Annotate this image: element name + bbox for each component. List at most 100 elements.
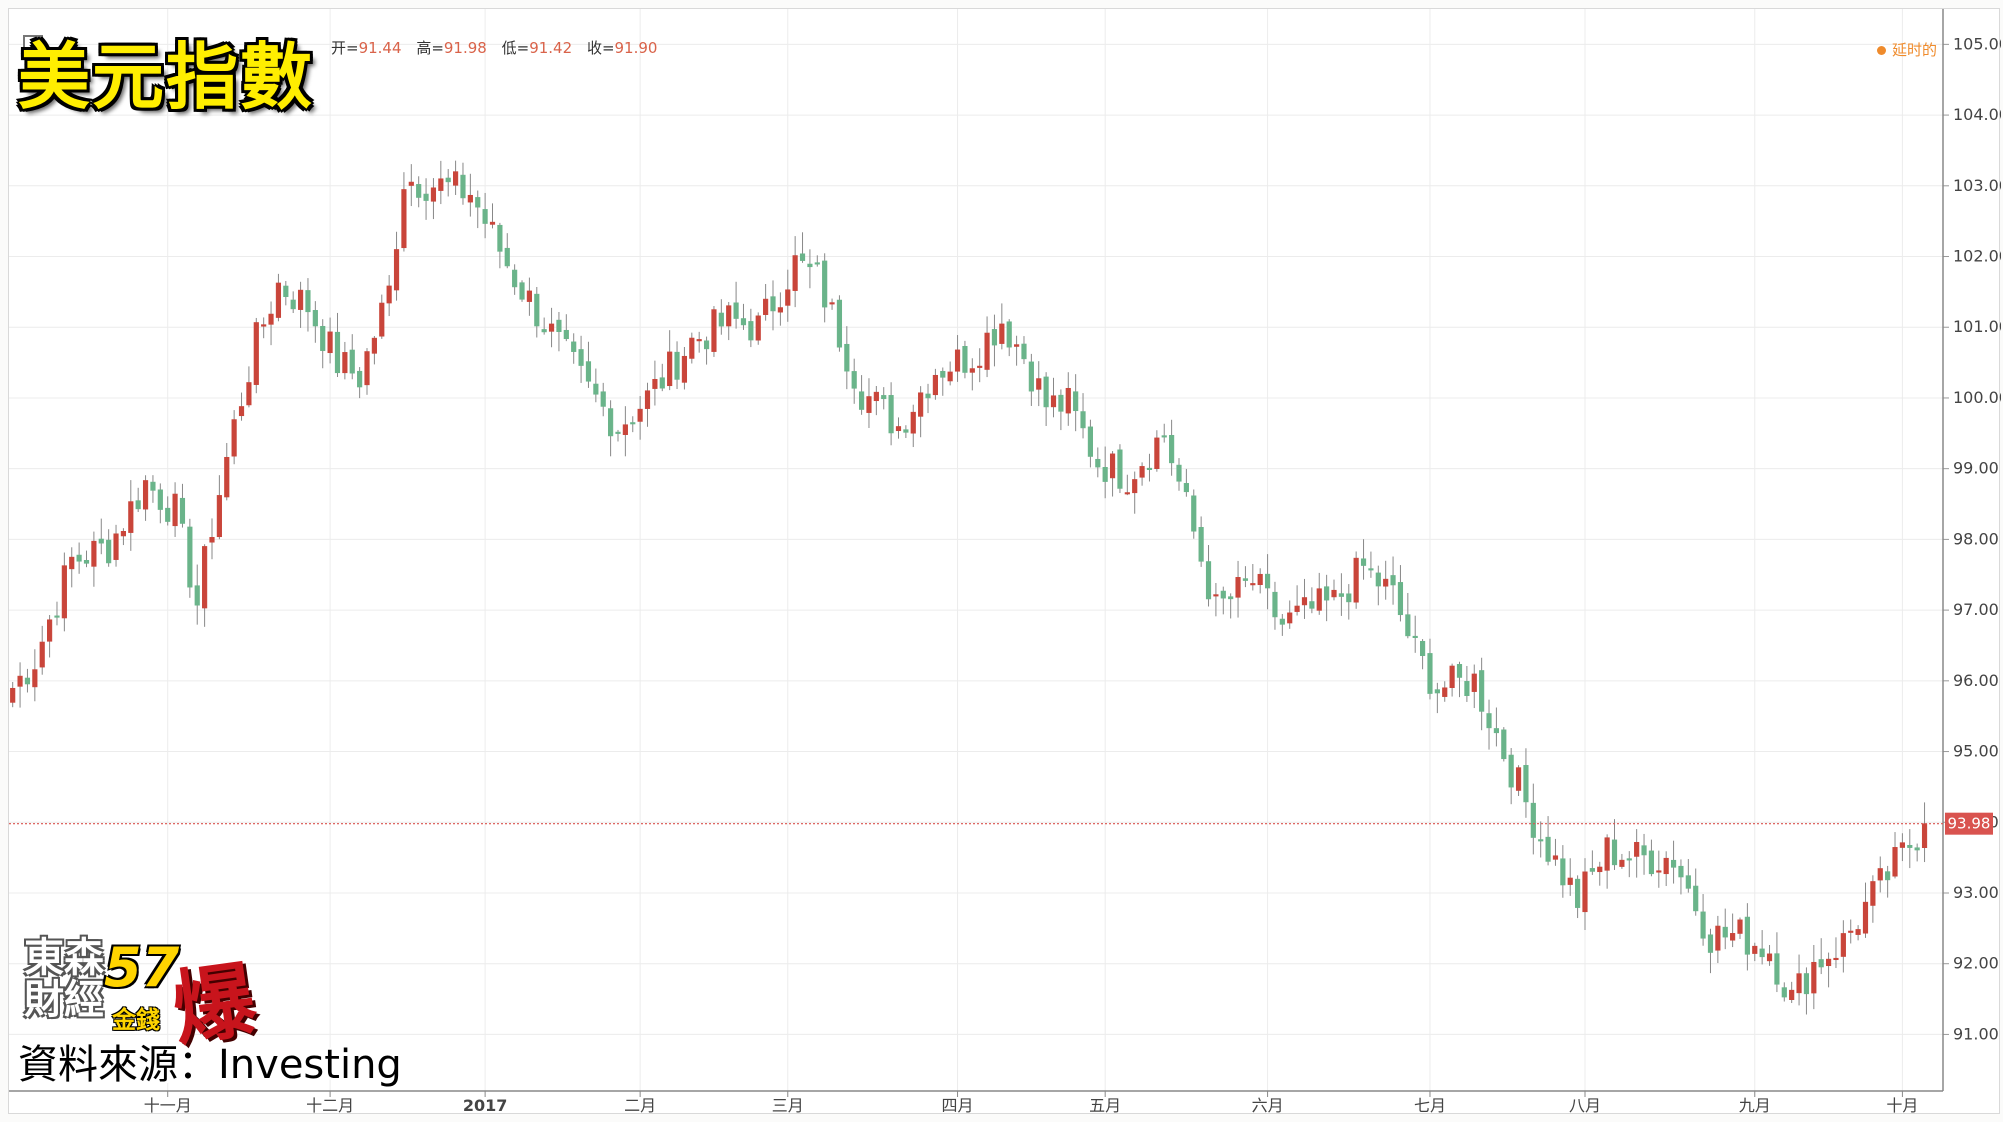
- candle-body: [1899, 842, 1905, 848]
- candle-body: [1250, 583, 1256, 586]
- candle-body: [1213, 594, 1219, 597]
- candle-body: [1715, 925, 1721, 951]
- candle-body: [556, 319, 562, 332]
- delay-dot-icon: [1876, 46, 1886, 55]
- candle-body: [1907, 844, 1913, 848]
- candle-body: [534, 293, 540, 327]
- candle-body: [1567, 877, 1573, 885]
- candle-body: [1102, 467, 1108, 482]
- candle-body: [548, 323, 555, 332]
- candle-body: [1508, 754, 1514, 788]
- candle-body: [1840, 933, 1846, 957]
- x-axis: 十一月 十二月 2017 二月 三月 四月 五月 六月 七月 八月 九月 十月: [9, 1090, 1943, 1115]
- candle-body: [157, 489, 163, 510]
- ohlc-close-label: 收=: [586, 39, 615, 57]
- candle-body: [408, 181, 414, 186]
- candle-body: [1228, 596, 1234, 600]
- candle-body: [829, 302, 835, 305]
- candle-body: [482, 209, 488, 224]
- candle-body: [453, 171, 459, 186]
- candle-body: [1685, 875, 1691, 889]
- candle-body: [954, 349, 961, 372]
- candle-body: [962, 346, 968, 373]
- candle-body: [571, 341, 577, 352]
- candle-body: [1014, 344, 1020, 347]
- candle-body: [814, 262, 820, 265]
- candle-body: [1287, 612, 1293, 624]
- candle-body: [733, 302, 739, 319]
- candle-body: [526, 290, 532, 302]
- candle-body: [1722, 926, 1728, 938]
- candle-body: [512, 269, 518, 288]
- y-tick-label: 92.00: [1953, 954, 1999, 973]
- candle-body: [689, 337, 695, 359]
- y-tick-label: 105.00: [1953, 34, 2001, 53]
- candle-body: [1420, 640, 1426, 657]
- candle-body: [386, 285, 392, 304]
- candle-body: [283, 285, 289, 298]
- y-tick-label: 96.00: [1953, 671, 1999, 690]
- candle-body: [600, 391, 606, 407]
- candle-body: [194, 585, 200, 606]
- candle-body: [652, 378, 658, 389]
- candle-body: [888, 395, 894, 434]
- candle-body: [39, 641, 45, 668]
- x-tick-label: 十月: [1886, 1096, 1918, 1115]
- candle-body: [1589, 868, 1595, 872]
- candle-body: [844, 343, 850, 372]
- candle-body: [1486, 713, 1492, 729]
- candle-body: [1442, 687, 1448, 697]
- candle-body: [622, 424, 628, 435]
- candle-body: [504, 247, 510, 267]
- candle-body: [999, 323, 1005, 344]
- candle-body: [393, 249, 400, 291]
- channel-logo: 東森 財經 57 爆 金錢: [24, 936, 264, 1058]
- ohlc-low-value: 91.42: [529, 39, 573, 57]
- candle-body: [290, 299, 296, 310]
- candle-body: [1242, 578, 1249, 581]
- candle-body: [1036, 378, 1042, 390]
- candle-body: [17, 675, 23, 687]
- ohlc-low-label: 低=: [501, 39, 530, 57]
- overlay-title: 美元指數: [18, 35, 315, 119]
- candle-body: [1198, 527, 1204, 562]
- candle-body: [1641, 845, 1647, 856]
- candle-body: [836, 299, 843, 348]
- candle-body: [47, 619, 53, 642]
- candle-body: [113, 533, 119, 560]
- current-price-label: 93.98: [1948, 815, 1991, 833]
- candle-body: [1058, 394, 1064, 412]
- candlestick-chart: 91.0092.0093.0094.0095.0096.0097.0098.00…: [9, 9, 2001, 1115]
- candle-body: [261, 324, 267, 327]
- candle-body: [430, 187, 437, 202]
- candle-body: [179, 497, 186, 524]
- candle-body: [608, 408, 614, 437]
- y-tick-label: 100.00: [1953, 388, 2001, 407]
- logo-line-2: 財經: [24, 977, 104, 1023]
- candle-body: [1914, 847, 1920, 851]
- candle-body: [135, 500, 141, 510]
- current-price-badge: [1945, 812, 1993, 835]
- candle-body: [1501, 729, 1507, 760]
- candle-body: [1331, 589, 1337, 598]
- candle-body: [1390, 575, 1396, 586]
- candle-body: [740, 318, 747, 326]
- candle-body: [1124, 492, 1130, 495]
- x-tick-label: 七月: [1414, 1096, 1446, 1115]
- candle-body: [1855, 929, 1861, 935]
- candle-body: [1161, 435, 1167, 438]
- current-price-marker: 93.98: [9, 812, 1993, 835]
- candle-body: [585, 361, 592, 382]
- candle-body: [1663, 857, 1669, 875]
- candle-body: [187, 526, 193, 588]
- y-tick-label: 103.00: [1953, 176, 2001, 195]
- candle-body: [1575, 878, 1581, 908]
- x-tick-label: 四月: [942, 1096, 974, 1115]
- candle-body: [1412, 635, 1418, 639]
- candle-body: [1427, 653, 1433, 694]
- candle-body: [1464, 681, 1470, 696]
- candle-body: [54, 615, 60, 618]
- candle-body: [1619, 859, 1625, 867]
- candle-body: [216, 495, 222, 538]
- chart-menu-icon[interactable]: [23, 35, 43, 53]
